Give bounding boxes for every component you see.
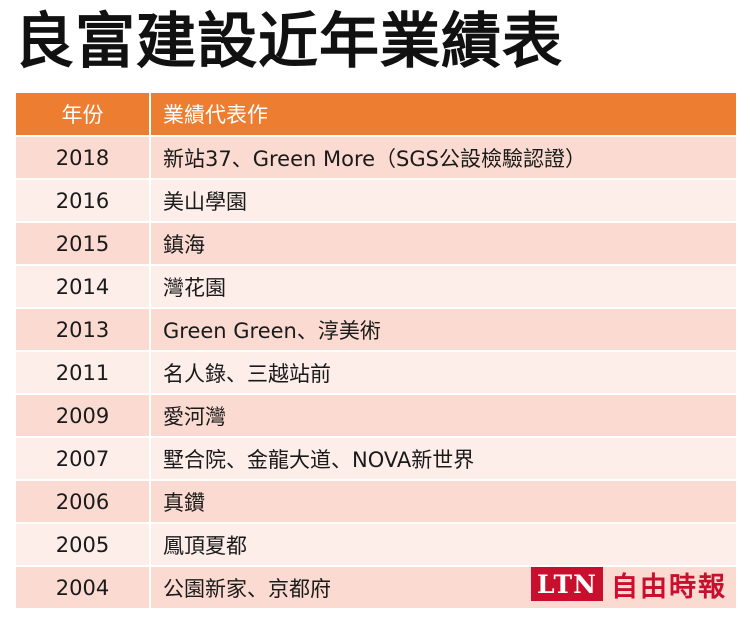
works-cell: 鳳頂夏都 <box>163 533 247 558</box>
year-cell: 2004 <box>16 567 151 608</box>
table-body: 2018 新站37、Green More（SGS公設檢驗認證） 2016 美山學園 20… <box>16 137 736 610</box>
table-row: 2009 愛河灣 <box>16 395 736 438</box>
works-cell: 新站37、Green More（SGS公設檢驗認證） <box>163 146 586 171</box>
year-cell: 2007 <box>16 438 151 479</box>
ltn-logo-text: 自由時報 <box>611 571 727 603</box>
table-row: 2013 Green Green、淳美術 <box>16 309 736 352</box>
table-row: 2016 美山學園 <box>16 180 736 223</box>
year-cell: 2006 <box>16 481 151 522</box>
year-cell: 2015 <box>16 223 151 264</box>
table-row: 2006 真鑽 <box>16 481 736 524</box>
table-row: 2018 新站37、Green More（SGS公設檢驗認證） <box>16 137 736 180</box>
works-cell: 鎮海 <box>163 232 205 257</box>
works-cell: 公園新家、京都府 <box>163 576 331 601</box>
works-cell: 灣花園 <box>163 275 226 300</box>
header-year: 年份 <box>16 93 151 135</box>
table-row: 2014 灣花園 <box>16 266 736 309</box>
table-row: 2007 墅合院、金龍大道、NOVA新世界 <box>16 438 736 481</box>
works-cell: 真鑽 <box>163 490 205 515</box>
works-cell: 愛河灣 <box>163 404 226 429</box>
table-row: 2015 鎮海 <box>16 223 736 266</box>
works-cell: 名人錄、三越站前 <box>163 361 331 386</box>
table-header-row: 年份 業績代表作 <box>16 93 736 137</box>
header-works: 業績代表作 <box>163 103 268 127</box>
performance-table: 年份 業績代表作 2018 新站37、Green More（SGS公設檢驗認證） 2… <box>16 93 736 610</box>
page-title: 良富建設近年業績表 <box>14 7 563 77</box>
table-row: 2005 鳳頂夏都 <box>16 524 736 567</box>
table-row: 2011 名人錄、三越站前 <box>16 352 736 395</box>
ltn-logo-box: LTN <box>531 567 603 601</box>
year-cell: 2014 <box>16 266 151 307</box>
year-cell: 2016 <box>16 180 151 221</box>
year-cell: 2009 <box>16 395 151 436</box>
works-cell: Green Green、淳美術 <box>163 318 381 343</box>
year-cell: 2005 <box>16 524 151 565</box>
works-cell: 墅合院、金龍大道、NOVA新世界 <box>163 447 475 472</box>
year-cell: 2011 <box>16 352 151 393</box>
year-cell: 2018 <box>16 137 151 178</box>
year-cell: 2013 <box>16 309 151 350</box>
works-cell: 美山學園 <box>163 189 247 214</box>
table-row: 2004 公園新家、京都府 <box>16 567 736 610</box>
ltn-logo: LTN 自由時報 <box>531 566 727 603</box>
